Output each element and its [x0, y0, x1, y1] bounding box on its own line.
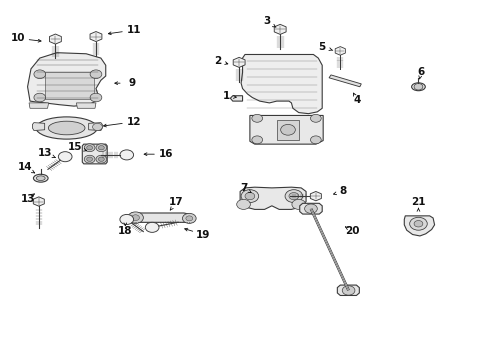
- Polygon shape: [233, 57, 245, 67]
- Polygon shape: [45, 72, 94, 99]
- Circle shape: [146, 222, 159, 232]
- Polygon shape: [274, 24, 286, 35]
- Circle shape: [98, 157, 104, 161]
- Text: 12: 12: [126, 117, 141, 127]
- Circle shape: [252, 114, 263, 122]
- Polygon shape: [130, 213, 195, 222]
- Polygon shape: [89, 123, 102, 131]
- Text: 4: 4: [354, 95, 361, 105]
- Text: 11: 11: [126, 25, 141, 35]
- Ellipse shape: [412, 83, 425, 91]
- Circle shape: [414, 84, 423, 90]
- Circle shape: [285, 190, 303, 203]
- Polygon shape: [240, 187, 306, 210]
- Circle shape: [93, 123, 102, 131]
- Ellipse shape: [36, 176, 45, 180]
- Circle shape: [120, 150, 134, 160]
- Text: 21: 21: [411, 197, 426, 207]
- Polygon shape: [82, 144, 107, 164]
- Circle shape: [241, 190, 259, 203]
- Circle shape: [186, 216, 193, 221]
- Polygon shape: [49, 34, 61, 44]
- Text: 13: 13: [37, 148, 52, 158]
- Circle shape: [90, 70, 102, 78]
- Text: 15: 15: [68, 142, 82, 152]
- Circle shape: [96, 155, 107, 163]
- Circle shape: [252, 136, 263, 144]
- Circle shape: [281, 125, 295, 135]
- Ellipse shape: [49, 121, 85, 135]
- Text: 7: 7: [240, 183, 248, 193]
- Text: 14: 14: [18, 162, 32, 172]
- Circle shape: [245, 193, 255, 200]
- Text: 18: 18: [118, 226, 132, 236]
- Ellipse shape: [36, 117, 97, 139]
- Polygon shape: [250, 116, 323, 144]
- Circle shape: [90, 93, 102, 102]
- Polygon shape: [33, 197, 44, 206]
- Circle shape: [311, 114, 321, 122]
- Circle shape: [182, 213, 196, 224]
- Polygon shape: [76, 103, 96, 108]
- Circle shape: [311, 136, 321, 144]
- Circle shape: [414, 221, 423, 227]
- Circle shape: [84, 155, 95, 163]
- Text: 10: 10: [11, 33, 25, 43]
- Text: 20: 20: [345, 226, 360, 236]
- Text: 5: 5: [318, 42, 326, 51]
- Polygon shape: [300, 203, 322, 214]
- Polygon shape: [241, 54, 322, 114]
- Circle shape: [84, 144, 95, 152]
- Circle shape: [410, 217, 427, 230]
- Polygon shape: [310, 192, 321, 201]
- Polygon shape: [230, 96, 243, 101]
- Polygon shape: [90, 32, 102, 41]
- Polygon shape: [32, 123, 45, 131]
- Circle shape: [292, 199, 306, 210]
- Polygon shape: [27, 53, 106, 106]
- Circle shape: [34, 93, 46, 102]
- Text: 1: 1: [223, 91, 230, 102]
- Circle shape: [87, 145, 93, 150]
- Polygon shape: [404, 216, 435, 236]
- Text: 3: 3: [263, 17, 270, 27]
- Circle shape: [96, 144, 107, 152]
- Circle shape: [289, 193, 299, 200]
- Polygon shape: [29, 103, 49, 108]
- Text: 16: 16: [159, 149, 173, 159]
- Polygon shape: [335, 46, 345, 55]
- Text: 2: 2: [215, 56, 222, 66]
- Text: 17: 17: [169, 197, 184, 207]
- Text: 19: 19: [196, 230, 211, 239]
- Circle shape: [120, 215, 134, 225]
- Circle shape: [305, 204, 318, 213]
- Circle shape: [128, 212, 144, 224]
- Polygon shape: [277, 120, 299, 140]
- Circle shape: [237, 199, 250, 210]
- Text: 6: 6: [417, 67, 424, 77]
- Circle shape: [132, 215, 140, 221]
- Polygon shape: [329, 75, 361, 87]
- Circle shape: [87, 157, 93, 161]
- Text: 8: 8: [339, 186, 346, 197]
- Polygon shape: [337, 285, 359, 296]
- Ellipse shape: [33, 174, 48, 182]
- Circle shape: [58, 152, 72, 162]
- Text: 9: 9: [128, 78, 135, 88]
- Circle shape: [34, 70, 46, 78]
- Circle shape: [342, 286, 355, 295]
- Circle shape: [98, 145, 104, 150]
- Text: 13: 13: [20, 194, 35, 204]
